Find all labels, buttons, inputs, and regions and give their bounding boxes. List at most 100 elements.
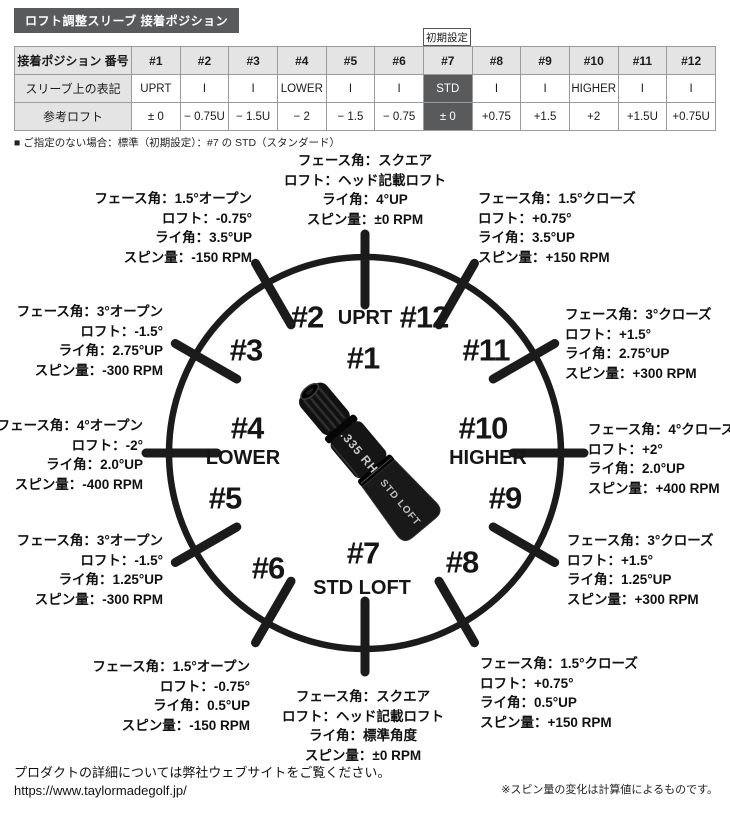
dial-position-9: #9 bbox=[489, 481, 522, 516]
loft-cell: − 1.5 bbox=[325, 102, 376, 131]
callout-line: ロフト：+2° bbox=[588, 441, 663, 457]
callout-line: フェース角：4°オープン bbox=[0, 418, 143, 433]
callout-line: ライ角：1.25°UP bbox=[567, 572, 672, 587]
callout-line: フェース角：1.5°クローズ bbox=[480, 656, 638, 671]
callout-line: ライ角：3.5°UP bbox=[155, 230, 252, 245]
callout-line: ロフト：ヘッド記載ロフト bbox=[282, 708, 444, 724]
footer-disclaimer: ※スピン量の変化は計算値によるものです。 bbox=[501, 784, 718, 796]
position-header: #5 bbox=[325, 46, 376, 75]
sleeve-mark-cell: I bbox=[520, 74, 570, 103]
callout-line: ロフト：+1.5° bbox=[565, 326, 652, 342]
callout-position-10: フェース角：4°クローズ ロフト：+2° ライ角：2.0°UP スピン量：+40… bbox=[588, 420, 730, 498]
sleeve-mark-cell: LOWER bbox=[276, 74, 327, 103]
callout-position-9: フェース角：3°クローズ ロフト：+1.5° ライ角：1.25°UP スピン量：… bbox=[567, 531, 714, 609]
callout-position-7: フェース角：スクエア ロフト：ヘッド記載ロフト ライ角：標準角度 スピン量：±0… bbox=[203, 687, 523, 765]
table-row-reference-loft: 参考ロフト ± 0 − 0.75U − 1.5U − 2 − 1.5 − 0.7… bbox=[14, 102, 716, 131]
callout-position-6: フェース角：1.5°オープン ロフト：-0.75° ライ角：0.5°UP スピン… bbox=[92, 657, 250, 735]
dial-word-uprt: UPRT bbox=[338, 307, 392, 329]
position-header: #10 bbox=[568, 46, 619, 75]
callout-line: ロフト：-1.5° bbox=[80, 552, 163, 568]
position-table: 接着ポジション 番号 #1 #2 #3 #4 #5 #6 #7 #8 #9 #1… bbox=[14, 46, 716, 131]
loft-cell: − 2 bbox=[276, 102, 327, 131]
callout-line: フェース角：1.5°オープン bbox=[94, 191, 252, 206]
callout-line: ロフト：+0.75° bbox=[480, 675, 574, 691]
sleeve-mark-cell: I bbox=[617, 74, 668, 103]
footer-info-text: プロダクトの詳細については弊社ウェブサイトをご覧ください。 bbox=[14, 765, 391, 780]
corner-header: 接着ポジション 番号 bbox=[14, 46, 132, 75]
callout-line: スピン量：+150 RPM bbox=[478, 249, 610, 265]
position-header: #9 bbox=[520, 46, 570, 75]
position-header: #3 bbox=[228, 46, 278, 75]
loft-cell: +0.75 bbox=[471, 102, 522, 131]
callout-line: ロフト：-1.5° bbox=[80, 323, 163, 339]
position-header: #1 bbox=[131, 46, 181, 75]
callout-line: ライ角：2.0°UP bbox=[46, 457, 143, 472]
callout-line: ロフト：-0.75° bbox=[161, 210, 252, 226]
callout-line: フェース角：1.5°クローズ bbox=[478, 191, 636, 206]
callout-line: ライ角：2.0°UP bbox=[588, 461, 685, 476]
callout-position-3: フェース角：3°オープン ロフト：-1.5° ライ角：2.75°UP スピン量：… bbox=[17, 302, 163, 380]
footer-website-link[interactable]: https://www.taylormadegolf.jp/ bbox=[14, 783, 187, 798]
loft-cell-highlighted: ± 0 bbox=[422, 102, 473, 131]
callout-line: スピン量：+300 RPM bbox=[567, 591, 699, 607]
callout-line: スピン量：-300 RPM bbox=[34, 591, 163, 607]
dial-position-4: #4 bbox=[231, 411, 265, 446]
sleeve-mark-cell: HIGHER bbox=[568, 74, 619, 103]
callout-line: ライ角：4°UP bbox=[322, 192, 408, 207]
position-header: #8 bbox=[471, 46, 522, 75]
loft-cell: +0.75U bbox=[666, 102, 716, 131]
dial-tick-marks bbox=[141, 229, 589, 677]
sleeve-mark-cell: I bbox=[374, 74, 424, 103]
callout-line: ロフト：-2° bbox=[71, 437, 143, 453]
loft-cell: − 0.75 bbox=[374, 102, 424, 131]
callout-line: スピン量：±0 RPM bbox=[306, 211, 424, 227]
dial-position-10: #10 bbox=[459, 411, 508, 446]
callout-line: スピン量：+300 RPM bbox=[565, 365, 697, 381]
callout-line: スピン量：-400 RPM bbox=[14, 476, 143, 492]
callout-line: フェース角：3°オープン bbox=[16, 304, 163, 319]
sleeve-mark-cell-highlighted: STD bbox=[422, 74, 473, 103]
callout-line: ライ角：0.5°UP bbox=[153, 698, 250, 713]
callout-position-8: フェース角：1.5°クローズ ロフト：+0.75° ライ角：0.5°UP スピン… bbox=[480, 654, 638, 732]
callout-line: ライ角：標準角度 bbox=[309, 728, 417, 743]
callout-line: ロフト：ヘッド記載ロフト bbox=[284, 172, 446, 188]
sleeve-mark-cell: I bbox=[228, 74, 278, 103]
callout-line: ライ角：2.75°UP bbox=[565, 346, 670, 361]
callout-line: フェース角：3°クローズ bbox=[565, 307, 712, 322]
dial-position-11: #11 bbox=[462, 333, 510, 368]
sleeve-mark-cell: I bbox=[325, 74, 376, 103]
callout-line: スピン量：-300 RPM bbox=[34, 362, 163, 378]
sleeve-adapter-image: .335 RH STD LOFT bbox=[299, 382, 441, 542]
dial-position-2: #2 bbox=[291, 300, 323, 335]
callout-line: ライ角：1.25°UP bbox=[58, 572, 163, 587]
dial-position-8: #8 bbox=[446, 545, 479, 580]
callout-line: フェース角：4°クローズ bbox=[588, 422, 730, 437]
initial-setting-label: 初期設定 bbox=[423, 28, 471, 46]
callout-line: ロフト：-0.75° bbox=[159, 678, 250, 694]
callout-line: スピン量：+400 RPM bbox=[588, 480, 720, 496]
callout-line: ライ角：2.75°UP bbox=[58, 343, 163, 358]
position-header: #2 bbox=[179, 46, 230, 75]
default-setting-note: ■ ご指定のない場合：標準（初期設定）：#7 の STD（スタンダード） bbox=[14, 137, 341, 149]
dial-position-1: #1 bbox=[347, 341, 380, 376]
callout-line: スピン量：-150 RPM bbox=[123, 249, 252, 265]
callout-line: フェース角：3°オープン bbox=[16, 533, 163, 548]
dial-position-7: #7 bbox=[347, 536, 379, 571]
adjustment-dial-diagram: UPRT #1 #2 #12 #3 #11 #4 LOWER #10 HIGHE… bbox=[141, 229, 589, 677]
sleeve-mark-cell: I bbox=[179, 74, 230, 103]
callout-line: スピン量：±0 RPM bbox=[304, 747, 422, 763]
dial-word-higher: HIGHER bbox=[449, 447, 527, 469]
dial-position-6: #6 bbox=[252, 551, 285, 586]
loft-cell: +1.5 bbox=[520, 102, 570, 131]
callout-line: ロフト：+1.5° bbox=[567, 552, 654, 568]
loft-cell: ± 0 bbox=[131, 102, 181, 131]
callout-line: ライ角：0.5°UP bbox=[480, 695, 577, 710]
callout-position-11: フェース角：3°クローズ ロフト：+1.5° ライ角：2.75°UP スピン量：… bbox=[565, 305, 712, 383]
sleeve-mark-cell: I bbox=[666, 74, 716, 103]
table-row-positions: 接着ポジション 番号 #1 #2 #3 #4 #5 #6 #7 #8 #9 #1… bbox=[14, 46, 716, 75]
row-header: スリーブ上の表記 bbox=[14, 74, 132, 103]
position-header: #11 bbox=[617, 46, 668, 75]
position-header: #4 bbox=[276, 46, 327, 75]
title-badge: ロフト調整スリーブ 接着ポジション bbox=[14, 8, 240, 33]
loft-cell: +1.5U bbox=[617, 102, 668, 131]
